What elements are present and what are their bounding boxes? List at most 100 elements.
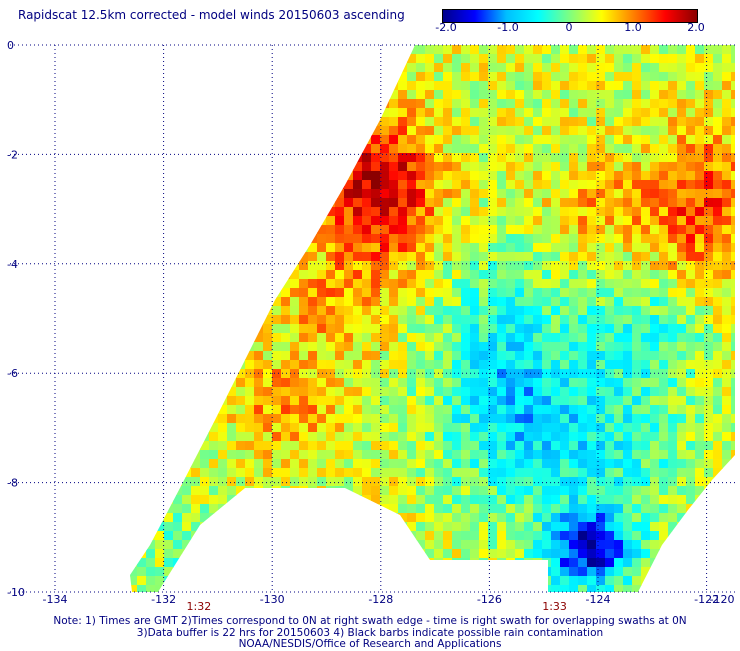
swath-cell (686, 99, 696, 109)
swath-cell (272, 495, 282, 505)
swath-cell (524, 360, 534, 370)
swath-cell (650, 450, 660, 460)
swath-cell (632, 549, 642, 559)
swath-cell (272, 135, 282, 145)
swath-cell (290, 468, 300, 478)
swath-cell (461, 441, 471, 451)
swath-cell (722, 135, 732, 145)
swath-cell (326, 369, 336, 379)
swath-cell (686, 117, 696, 127)
swath-cell (587, 468, 597, 478)
swath-cell (407, 558, 417, 568)
swath-cell (686, 63, 696, 73)
swath-cell (623, 45, 633, 55)
swath-cell (650, 351, 660, 361)
swath-cell (326, 234, 336, 244)
swath-cell (299, 261, 309, 271)
swath-cell (380, 54, 390, 64)
swath-cell (299, 126, 309, 136)
swath-cell (146, 396, 156, 406)
swath-cell (506, 99, 516, 109)
swath-cell (146, 387, 156, 397)
swath-cell (659, 234, 669, 244)
swath-cell (542, 126, 552, 136)
swath-cell (218, 180, 228, 190)
swath-cell (317, 99, 327, 109)
swath-cell (488, 288, 498, 298)
swath-cell (407, 486, 417, 496)
swath-cell (209, 315, 219, 325)
swath-cell (245, 387, 255, 397)
swath-cell (713, 558, 723, 568)
swath-cell (182, 63, 192, 73)
swath-cell (254, 531, 264, 541)
swath-cell (731, 333, 735, 343)
swath-cell (425, 297, 435, 307)
swath-cell (416, 162, 426, 172)
swath-cell (434, 279, 444, 289)
swath-cell (263, 99, 273, 109)
swath-cell (578, 108, 588, 118)
swath-cell (659, 180, 669, 190)
swath-cell (659, 333, 669, 343)
swath-cell (407, 144, 417, 154)
swath-cell (380, 324, 390, 334)
swath-cell (686, 405, 696, 415)
swath-cell (164, 144, 174, 154)
swath-cell (245, 108, 255, 118)
swath-cell (407, 567, 417, 577)
swath-cell (713, 297, 723, 307)
swath-cell (569, 495, 579, 505)
swath-cell (407, 108, 417, 118)
swath-cell (452, 306, 462, 316)
swath-cell (407, 315, 417, 325)
swath-cell (614, 198, 624, 208)
swath-cell (272, 180, 282, 190)
swath-cell (263, 81, 273, 91)
swath-cell (164, 162, 174, 172)
swath-cell (200, 360, 210, 370)
swath-cell (623, 558, 633, 568)
swath-cell (488, 135, 498, 145)
swath-cell (344, 117, 354, 127)
swath-cell (551, 45, 561, 55)
swath-cell (614, 207, 624, 217)
swath-cell (227, 495, 237, 505)
swath-cell (209, 261, 219, 271)
swath-cell (227, 531, 237, 541)
swath-cell (704, 171, 714, 181)
swath-cell (245, 234, 255, 244)
swath-cell (470, 477, 480, 487)
swath-cell (587, 378, 597, 388)
swath-cell (506, 576, 516, 586)
swath-cell (722, 477, 732, 487)
swath-cell (722, 504, 732, 514)
swath-cell (344, 495, 354, 505)
swath-cell (317, 513, 327, 523)
swath-cell (146, 180, 156, 190)
swath-cell (623, 333, 633, 343)
swath-cell (524, 288, 534, 298)
swath-cell (650, 522, 660, 532)
swath-cell (551, 387, 561, 397)
swath-cell (353, 54, 363, 64)
swath-cell (506, 558, 516, 568)
swath-cell (533, 225, 543, 235)
swath-cell (641, 387, 651, 397)
swath-cell (218, 198, 228, 208)
swath-cell (461, 162, 471, 172)
swath-cell (218, 405, 228, 415)
swath-cell (317, 423, 327, 433)
swath-cell (650, 423, 660, 433)
swath-cell (200, 99, 210, 109)
swath-cell (290, 234, 300, 244)
swath-cell (470, 225, 480, 235)
swath-cell (263, 234, 273, 244)
swath-cell (650, 288, 660, 298)
swath-cell (605, 252, 615, 262)
swath-cell (173, 387, 183, 397)
swath-cell (227, 387, 237, 397)
swath-cell (335, 567, 345, 577)
swath-cell (326, 45, 336, 55)
swath-cell (650, 378, 660, 388)
